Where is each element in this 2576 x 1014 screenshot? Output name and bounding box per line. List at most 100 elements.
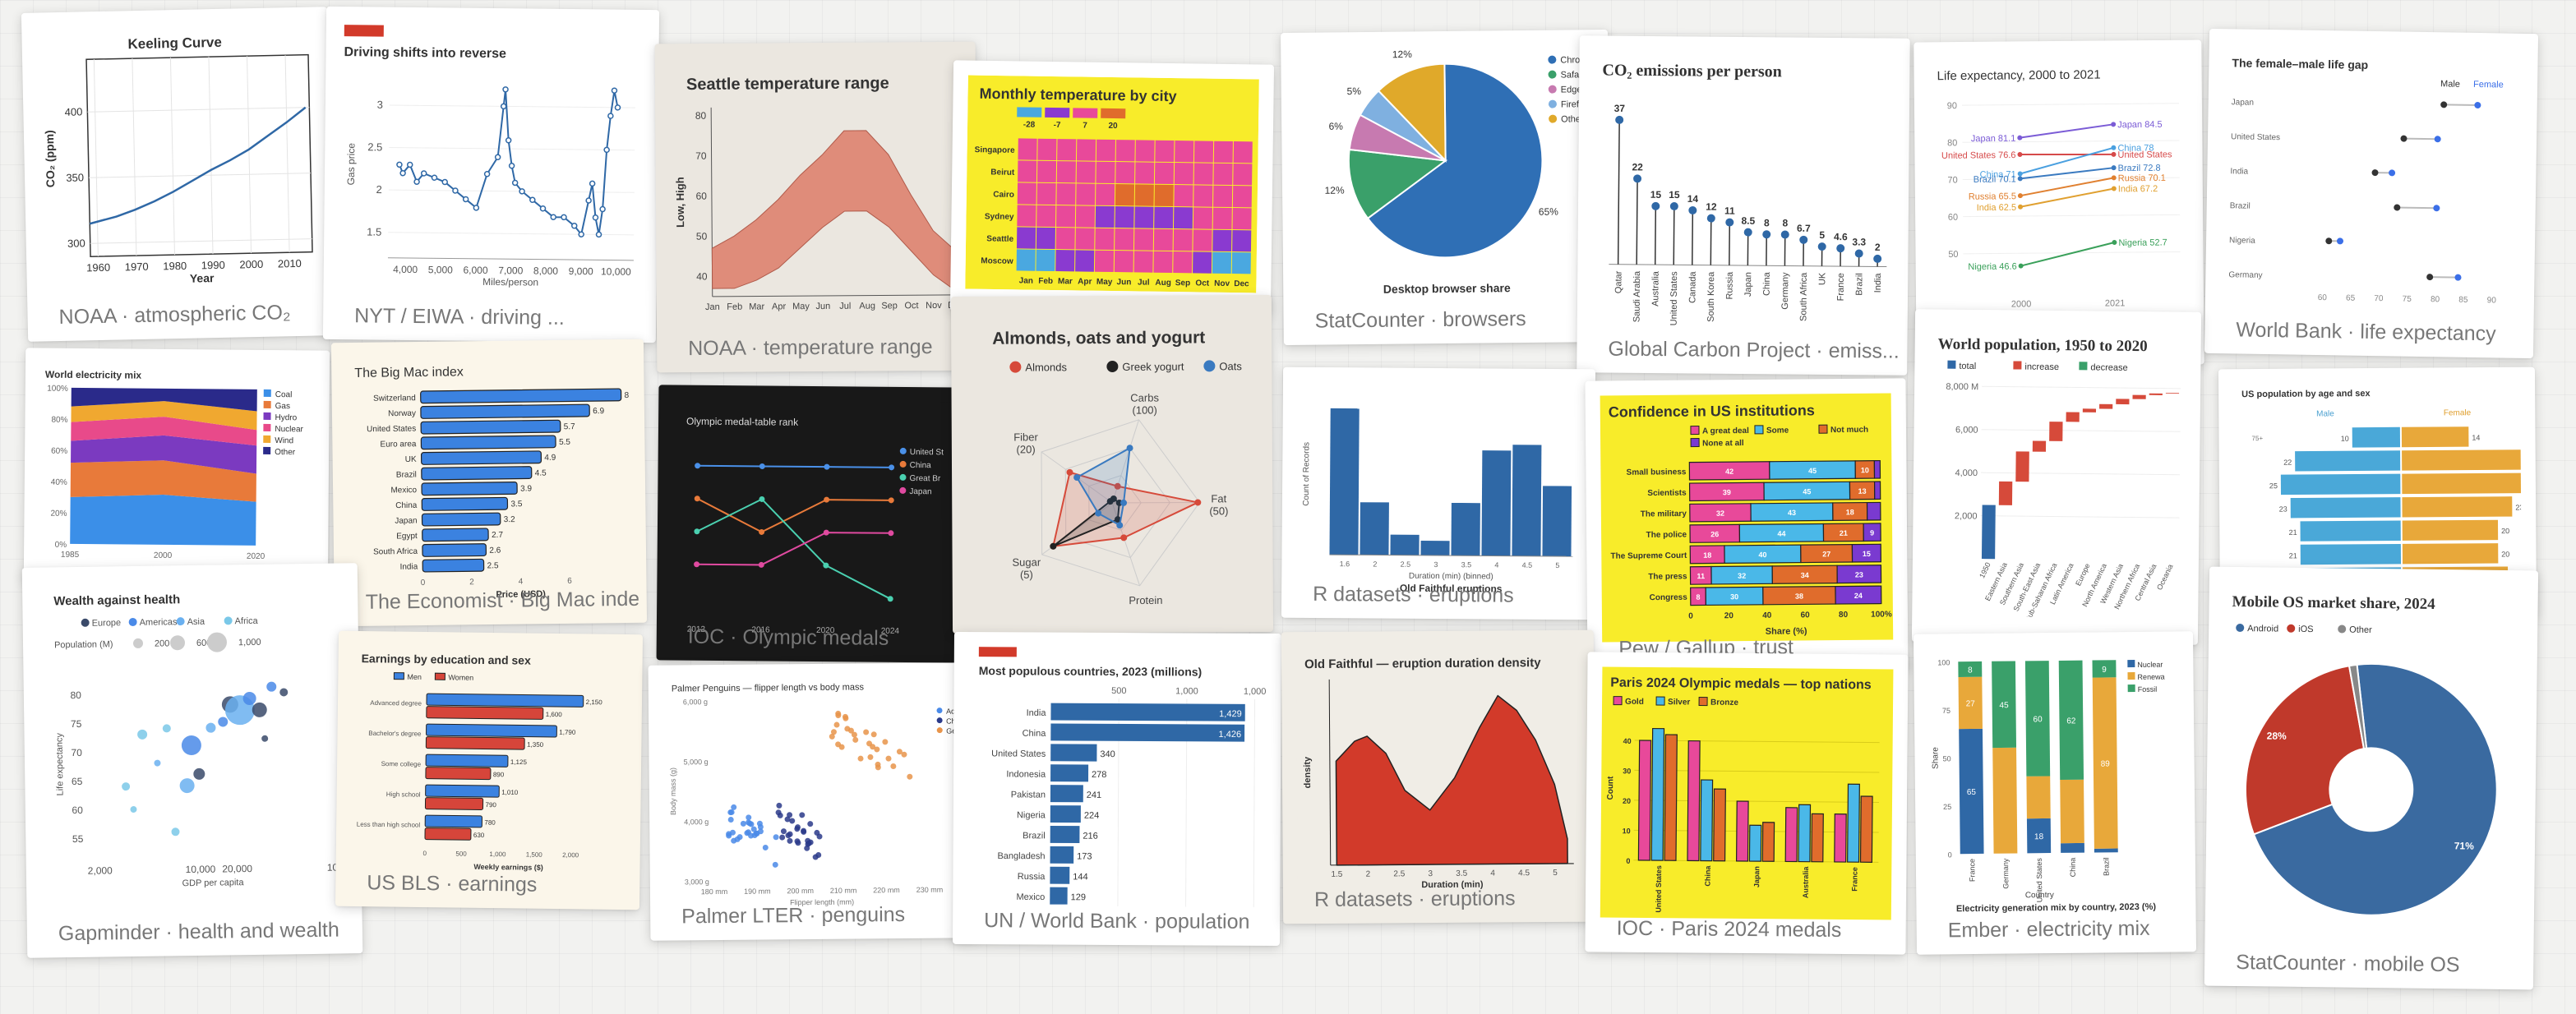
lollipop-head	[1688, 205, 1697, 214]
data-point	[694, 561, 700, 568]
x-tick-label: 2,000	[562, 851, 579, 859]
legend-label: Not much	[1830, 426, 1868, 435]
data-point	[431, 174, 438, 182]
data-point	[420, 170, 427, 177]
data-label: 2	[1875, 242, 1881, 253]
data-point	[694, 528, 700, 535]
chart-card-confidence[interactable]: Confidence in US institutions A great dea…	[1585, 378, 1909, 673]
data-point	[734, 836, 741, 842]
segment-label: 27	[1822, 550, 1830, 558]
histogram-bar	[1329, 408, 1360, 555]
slice-label: 12%	[1392, 48, 1412, 60]
chart-card-co2[interactable]: CO₂ emissions per person 37 Qatar 22 Saudi A…	[1577, 35, 1910, 376]
data-label: 790	[486, 801, 497, 809]
heatmap-cell	[1056, 183, 1076, 205]
chart-card-monthly[interactable]: Monthly temperature by city -28 -7 7 20 Singa…	[949, 60, 1275, 316]
legend-swatch	[263, 412, 271, 420]
chart-card-seattle[interactable]: Seattle temperature range 40 50 60 70 80 Jan Fe…	[654, 41, 978, 373]
data-label: 173	[1077, 851, 1092, 861]
chart-card-life[interactable]: Life expectancy, 2000 to 2021 50 60 70 80 90 2…	[1914, 39, 2204, 367]
size-swatch	[169, 635, 185, 651]
stacked-bar-segment	[1992, 661, 2017, 749]
legend-label: total	[1959, 362, 1976, 371]
segment-label: 10	[1861, 466, 1869, 474]
legend-label: iOS	[2298, 625, 2313, 634]
chart-card-wealth[interactable]: Wealth against health Europe Americas Asia A…	[21, 563, 363, 958]
data-label: 1,429	[1219, 709, 1242, 719]
series-line	[696, 498, 891, 600]
women-bar	[426, 706, 544, 720]
category-label: China	[395, 501, 418, 510]
chart-card-driving[interactable]: Driving shifts into reverse 1.5 2 2.5 3 4,000…	[322, 6, 660, 343]
heatmap-cell	[1076, 139, 1096, 161]
chart-card-gap[interactable]: The female–male life gap Male Female Japan U…	[2204, 28, 2539, 359]
column-label: May	[1096, 278, 1113, 287]
bar	[1050, 723, 1245, 742]
x-tick-label: 60	[2318, 293, 2328, 302]
heatmap-cell	[1036, 160, 1057, 183]
chart-browsers: 65%12%6%5%12%ChromeSafariEdgeFirefoxOthe…	[1325, 48, 1593, 296]
chart-card-browsers[interactable]: 65% 12% 6% 5% 12% Chrome Safari Edge Firefox Othe…	[1281, 29, 1611, 346]
heatmap-cell	[1036, 205, 1056, 228]
legend-swatch	[2127, 659, 2135, 668]
legend-label: 20	[1108, 122, 1118, 131]
waterfall-bar	[2066, 412, 2080, 422]
category-label: South Korea	[1706, 271, 1717, 322]
column-label: Oct	[1195, 279, 1209, 288]
chart-card-eruptions1[interactable]: 1.6 2 2.5 3 3.5 4 4.5 5 Duration (min) (binned) O…	[1281, 366, 1596, 620]
heatmap-cell	[1193, 185, 1213, 207]
gap-line	[2403, 137, 2438, 141]
card-caption: IOC · Paris 2024 medals	[1616, 916, 1842, 943]
data-point	[823, 529, 829, 536]
bar	[1050, 866, 1070, 884]
legend-label: Male	[2316, 409, 2334, 418]
waterfall-bar	[2149, 393, 2163, 395]
x-tick-label: Nov	[926, 301, 942, 311]
data-point	[589, 180, 596, 187]
category-label: Bachelor's degree	[368, 730, 422, 738]
data-label: 3.3	[1852, 236, 1866, 247]
x-tick-label: 70	[2374, 294, 2384, 303]
data-point	[806, 840, 812, 846]
legend-label: Europe	[92, 618, 122, 628]
legend-swatch	[936, 727, 943, 734]
chart-card-penguins[interactable]: Palmer Penguins — flipper length vs body…	[648, 662, 978, 941]
heatmap-cell	[1154, 162, 1175, 185]
data-point	[441, 178, 448, 186]
heatmap-cell	[1173, 251, 1193, 274]
histogram-bar	[1542, 486, 1572, 557]
y-tick-label: 8,000 M	[1946, 382, 1978, 392]
lollipop-head	[1706, 214, 1715, 223]
legend-swatch	[2338, 625, 2347, 634]
data-point	[592, 214, 599, 221]
chart-card-mix[interactable]: Nuclear Renewa Fossil 0 25 50 75 100 65 27 8 France…	[1913, 631, 2197, 955]
chart-card-worldpop[interactable]: World population, 1950 to 2020 total incre…	[1911, 309, 2202, 645]
chart-card-keeling[interactable]: Keeling Curve 1960 1970 1980 1990 2000 2010 300…	[21, 7, 335, 342]
column-label: Nov	[1214, 279, 1230, 288]
chart-card-bigmac[interactable]: The Big Mac index Switzerland 8.2 Norway 6.9…	[330, 339, 648, 627]
data-point	[519, 188, 525, 195]
chart-card-almonds[interactable]: Almonds, oats and yogurt Almonds Greek yog…	[950, 294, 1274, 634]
y-tick-label: 30	[1623, 767, 1631, 775]
chart-card-mobile[interactable]: Mobile OS market share, 2024 Android iOS Ot…	[2204, 566, 2539, 990]
column-label: Mar	[1058, 277, 1073, 286]
chart-card-paris[interactable]: Paris 2024 Olympic medals — top nations G…	[1585, 652, 1909, 955]
chart-card-populous[interactable]: Most populous countries, 2023 (millions)…	[953, 631, 1281, 947]
bar	[1050, 887, 1068, 905]
card-caption: Global Carbon Project · emiss...	[1608, 337, 1900, 363]
lollipop-head	[1615, 115, 1624, 124]
legend-label: Safari	[1561, 70, 1585, 80]
segment-label: 45	[1803, 487, 1811, 495]
chart-card-density[interactable]: Old Faithful — eruption duration density…	[1281, 629, 1596, 924]
segment-label: 30	[1730, 592, 1738, 601]
chart-card-earnings[interactable]: Earnings by education and sex Men Women Adv…	[335, 630, 644, 910]
data-point	[750, 826, 757, 832]
chart-card-elec[interactable]: World electricity mix Coal Gas Hydro Nuclear…	[23, 348, 330, 585]
men-bar	[425, 784, 500, 798]
data-label: 2.6	[489, 546, 501, 555]
chart-card-ioc[interactable]: Olympic medal-table rank United St China Gr…	[656, 385, 973, 663]
data-label: 23	[2279, 505, 2287, 514]
column-label: Dec	[1234, 279, 1249, 288]
x-tick-label: 5,000	[428, 264, 454, 275]
medal-bar	[1784, 807, 1798, 863]
